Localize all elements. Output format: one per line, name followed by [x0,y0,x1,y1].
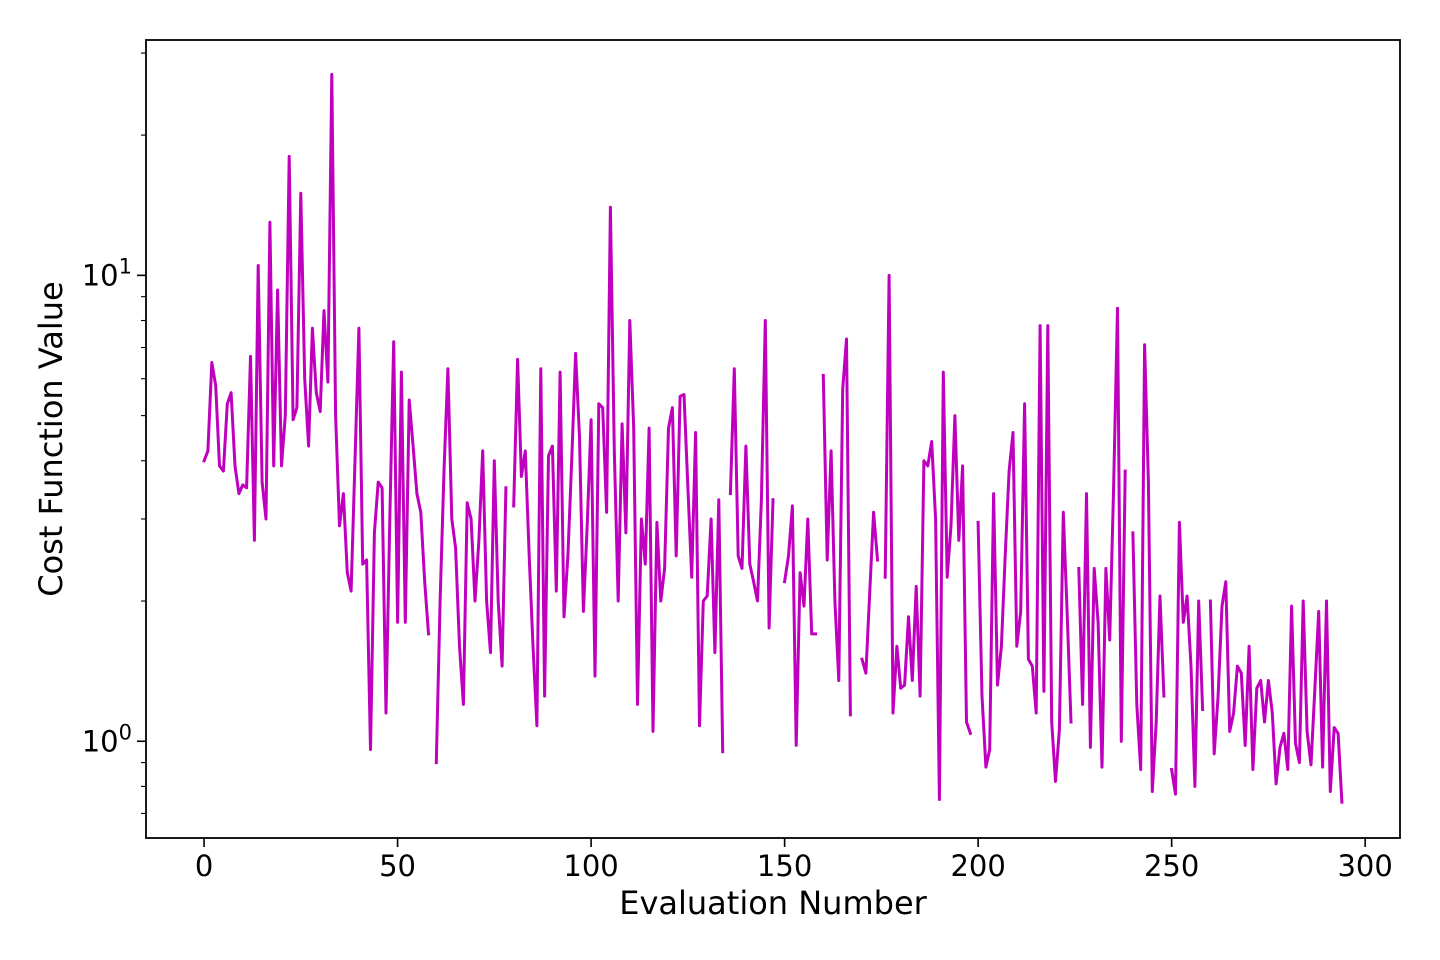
x-tick-label: 0 [195,849,213,883]
plot-frame [145,39,1401,839]
series-line [512,205,725,754]
series-group [202,72,1344,804]
x-tick-label: 250 [1144,849,1199,883]
y-axis-label: Cost Function Value [32,281,70,596]
series-line [728,319,775,630]
x-tick-label: 50 [379,849,416,883]
x-axis-label: Evaluation Number [619,884,927,922]
x-tick-label: 300 [1337,849,1392,883]
series-line [1169,520,1205,796]
series-line [1131,343,1166,793]
x-tick-label: 200 [950,849,1005,883]
series-line [434,367,508,765]
series-line [883,273,973,801]
series-line [976,324,1073,783]
x-tick-label: 150 [757,849,812,883]
series-line [1077,306,1127,769]
series-line [860,510,880,675]
x-tick-label: 100 [563,849,618,883]
series-line [782,504,818,747]
series-line [1208,580,1344,804]
series-line [821,337,852,717]
x-axis-ticks: 0 50 100 150 200 250 300 [195,838,1393,883]
series-line [202,72,431,751]
